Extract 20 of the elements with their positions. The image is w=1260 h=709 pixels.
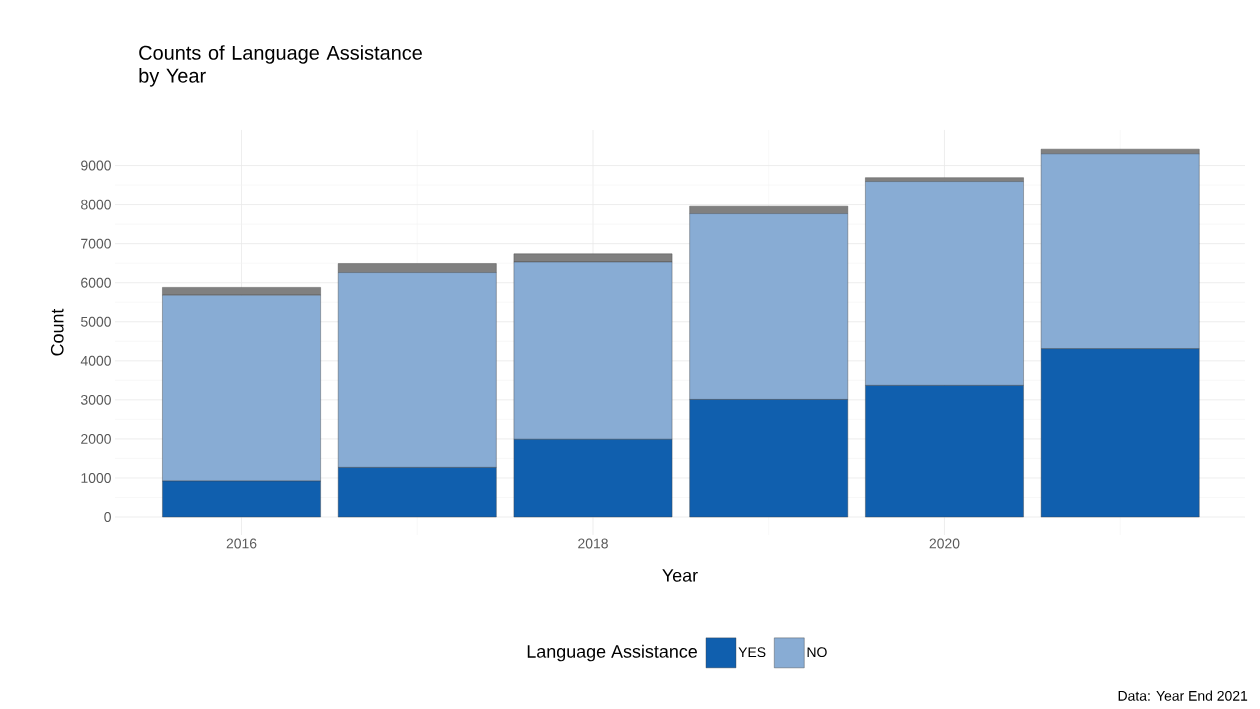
chart-title: Counts of Language Assistance by Year (139, 45, 422, 87)
y-axis-title: Count (50, 308, 64, 356)
text: Data: Year End 2021 (1118, 690, 1248, 701)
y-tick-label: 8000 (81, 199, 111, 210)
legend-label: YES (738, 647, 766, 658)
legend-label: NO (807, 647, 827, 658)
y-tick-label: 3000 (80, 394, 111, 405)
x-axis-title: Year (662, 569, 698, 582)
x-tick-label: 2016 (226, 538, 257, 549)
x-tick-label: 2018 (578, 538, 608, 549)
y-tick-label: 4000 (80, 355, 111, 366)
y-tick-label: 5000 (81, 316, 111, 327)
y-tick-label: 9000 (81, 160, 111, 171)
y-tick-label: 0 (104, 512, 111, 522)
y-tick-label: 7000 (81, 238, 111, 249)
x-tick-label: 2020 (929, 538, 960, 549)
legend-title: Language Assistance (527, 644, 697, 662)
y-tick-label: 6000 (81, 277, 111, 288)
y-tick-label: 2000 (81, 433, 111, 444)
y-tick-label: 1000 (81, 473, 111, 483)
